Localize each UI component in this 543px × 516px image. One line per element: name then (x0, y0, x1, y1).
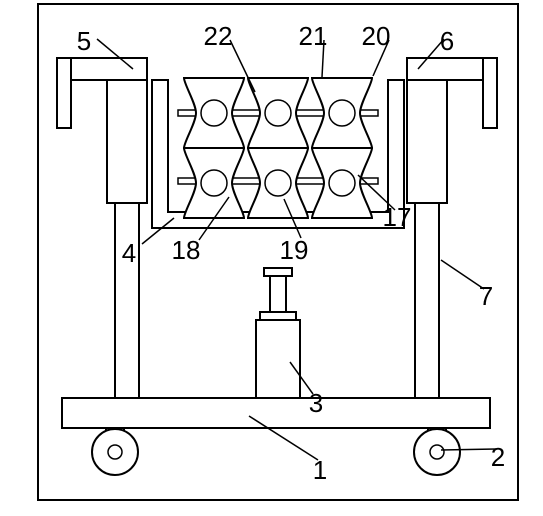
label-l7: 7 (479, 281, 493, 311)
label-l20: 20 (362, 21, 391, 51)
upright_left-sleeve (107, 80, 147, 203)
label-l2: 2 (491, 442, 505, 472)
label-l5: 5 (77, 26, 91, 56)
motor-shaft-cap (264, 268, 292, 276)
label-l1: 1 (313, 455, 327, 485)
handle-right-post (483, 58, 497, 128)
leader-l7 (441, 260, 484, 289)
label-l18: 18 (172, 235, 201, 265)
label-l3: 3 (309, 388, 323, 418)
upright_left-rod (115, 195, 139, 398)
pulley-hub (201, 100, 227, 126)
pulley-hub (329, 170, 355, 196)
motor-cap (260, 312, 296, 320)
label-l4: 4 (122, 238, 136, 268)
label-l21: 21 (299, 21, 328, 51)
upright_right-rod (415, 195, 439, 398)
pulley-hub (265, 100, 291, 126)
motor-shaft (270, 276, 286, 312)
handle-left-post (57, 58, 71, 128)
pulley-hub (201, 170, 227, 196)
pulley-hub (329, 100, 355, 126)
label-l17: 17 (383, 202, 412, 232)
caster-hub (430, 445, 444, 459)
motor-body (256, 320, 300, 398)
label-l19: 19 (280, 235, 309, 265)
upright_right-sleeve (407, 80, 447, 203)
pulley-hub (265, 170, 291, 196)
base-plate (62, 398, 490, 428)
label-l6: 6 (440, 26, 454, 56)
label-l22: 22 (204, 21, 233, 51)
caster-hub (108, 445, 122, 459)
leader-l2 (441, 449, 496, 450)
